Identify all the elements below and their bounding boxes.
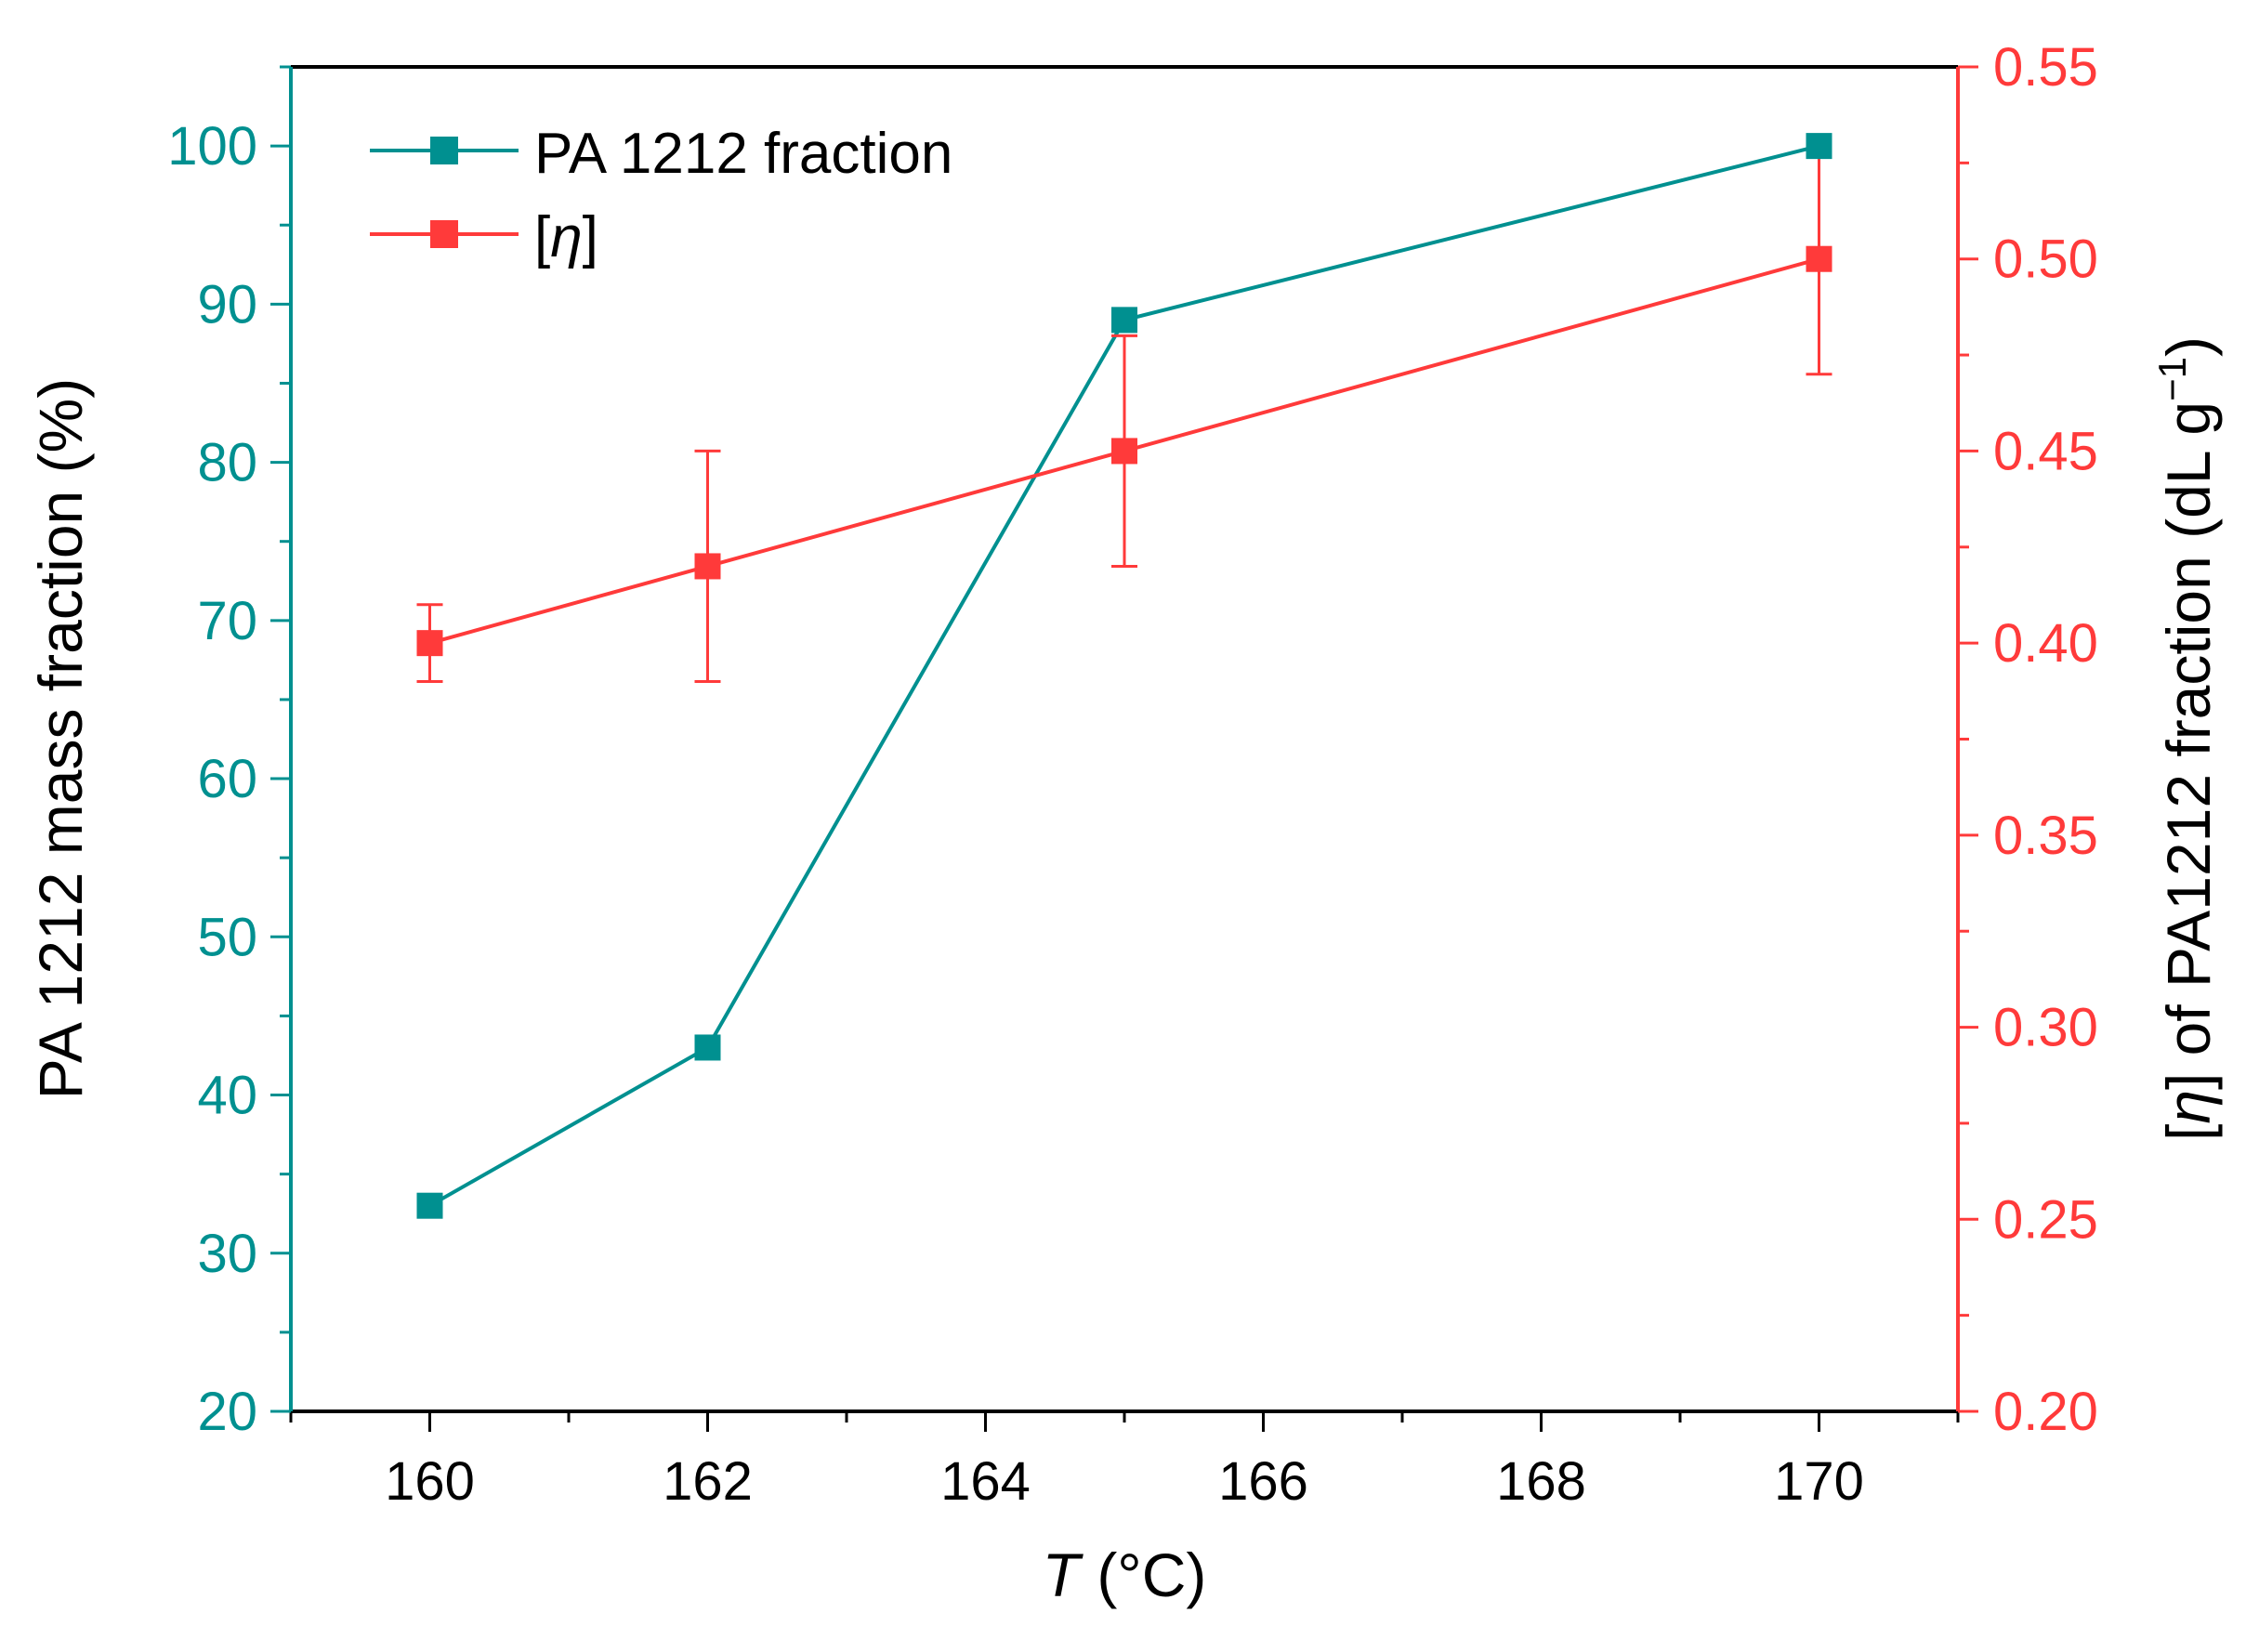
right-y-tick-label: 0.55 xyxy=(1993,37,2098,98)
x-tick-label: 164 xyxy=(940,1451,1031,1512)
x-tick-label: 168 xyxy=(1496,1451,1586,1512)
data-point-pa1212-fraction xyxy=(1111,307,1137,334)
right-y-axis-label: [η] of PA1212 fraction (dL g−1) xyxy=(2150,336,2223,1141)
left-y-tick-label: 20 xyxy=(197,1382,257,1442)
data-point-eta xyxy=(1111,438,1137,465)
x-axis-label: T (°C) xyxy=(1043,1541,1207,1609)
series-line-pa1212-fraction xyxy=(428,144,1819,1208)
left-y-tick-label: 50 xyxy=(197,907,257,967)
legend-eta-symbol: η xyxy=(550,205,582,269)
right-y-label-open-bracket: [ xyxy=(2154,1124,2223,1141)
x-axis-label-variable: T xyxy=(1043,1541,1084,1609)
left-y-tick-label: 70 xyxy=(197,591,257,651)
right-y-axis-ticks: 0.20 0.25 0.30 0.35 0.40 0.45 0.50 0.55 xyxy=(1958,37,2098,1442)
series-lines xyxy=(428,144,1820,1208)
legend-label-eta: [η] xyxy=(534,205,598,269)
legend: PA 1212 fraction [η] xyxy=(370,122,952,269)
left-y-axis-label: PA 1212 mass fraction (%) xyxy=(26,378,95,1099)
right-y-tick-label: 0.20 xyxy=(1993,1382,2098,1442)
right-y-tick-label: 0.40 xyxy=(1993,613,2098,674)
left-y-tick-label: 60 xyxy=(197,749,257,809)
x-tick-label: 170 xyxy=(1774,1451,1864,1512)
right-y-label-superscript: −1 xyxy=(2150,357,2194,401)
left-y-tick-label: 90 xyxy=(197,274,257,334)
series-line-eta xyxy=(428,256,1820,646)
x-axis-ticks: 160 162 164 166 168 170 xyxy=(289,1411,1960,1512)
left-y-tick-label: 80 xyxy=(197,433,257,493)
right-y-tick-label: 0.25 xyxy=(1993,1189,2098,1250)
x-tick-label: 160 xyxy=(385,1451,475,1512)
left-y-tick-label: 100 xyxy=(167,116,257,177)
legend-marker-pa1212 xyxy=(430,137,458,164)
data-point-pa1212-fraction xyxy=(694,1034,721,1061)
data-point-pa1212-fraction xyxy=(416,1192,443,1219)
legend-eta-open: [ xyxy=(534,205,550,269)
data-point-pa1212-fraction xyxy=(1806,133,1832,160)
legend-marker-eta xyxy=(430,220,458,248)
x-tick-label: 162 xyxy=(663,1451,753,1512)
left-y-tick-label: 40 xyxy=(197,1066,257,1126)
right-y-tick-label: 0.50 xyxy=(1993,229,2098,290)
legend-eta-close: ] xyxy=(583,205,598,269)
right-y-tick-label: 0.45 xyxy=(1993,421,2098,481)
right-y-tick-label: 0.35 xyxy=(1993,806,2098,866)
series-markers xyxy=(416,133,1832,1219)
right-y-tick-label: 0.30 xyxy=(1993,998,2098,1058)
x-tick-label: 166 xyxy=(1218,1451,1308,1512)
data-point-eta xyxy=(694,553,721,580)
right-y-label-close: ) xyxy=(2154,336,2223,357)
right-y-label-text: ] of PA1212 fraction (dL g xyxy=(2154,401,2223,1090)
right-y-label-eta-symbol: η xyxy=(2154,1090,2223,1124)
left-y-axis-ticks: 20 30 40 50 60 70 80 90 100 xyxy=(167,65,291,1442)
left-y-tick-label: 30 xyxy=(197,1224,257,1284)
x-axis-label-unit: (°C) xyxy=(1080,1541,1206,1609)
error-bars xyxy=(416,142,1832,683)
data-point-eta xyxy=(1806,245,1832,272)
legend-label-pa1212: PA 1212 fraction xyxy=(534,122,952,186)
data-point-eta xyxy=(416,630,443,657)
